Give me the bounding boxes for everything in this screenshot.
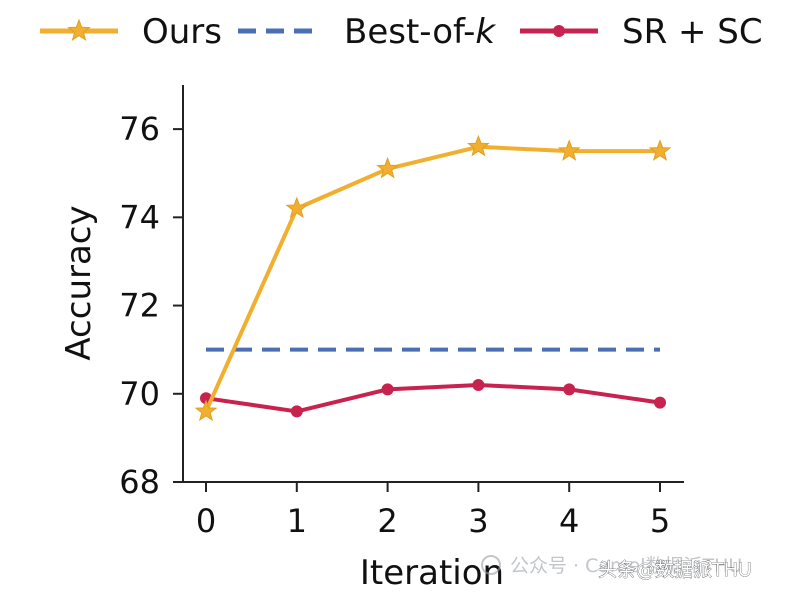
y-tick-label: 76 [119, 110, 160, 148]
data-point-ours [376, 156, 399, 179]
data-point-ours [467, 134, 490, 157]
watermark-text: 公众号 · Camel数据派THU [510, 555, 742, 577]
data-point-ours [648, 139, 672, 161]
x-tick-label: 5 [650, 502, 670, 540]
y-ticks: 68 70 72 74 76 [119, 110, 183, 501]
x-axis-title: Iteration [360, 553, 504, 593]
legend-circle-icon [553, 25, 565, 37]
legend-label-best-of-prefix: Best-of- [344, 12, 475, 52]
x-tick-label: 3 [468, 502, 488, 540]
watermark-overlay: 头条@数据派THU [598, 559, 752, 581]
data-point-ours [285, 196, 309, 219]
y-tick-label: 72 [119, 287, 160, 325]
x-tick-label: 0 [196, 502, 216, 540]
x-tick-label: 1 [287, 502, 307, 540]
wechat-icon [481, 555, 501, 575]
legend-label-best-of-k: Best-of-k [344, 12, 496, 52]
y-tick-label: 70 [119, 375, 160, 413]
data-point-ours [194, 399, 218, 422]
series-line-sr-sc [205, 382, 661, 414]
legend-label-sr-sc: SR + SC [622, 12, 763, 52]
data-point-sr-sc [381, 383, 394, 396]
data-point-ours [557, 139, 581, 161]
legend-item-sr-sc: SR + SC [520, 12, 763, 52]
legend-label-k-variable: k [475, 12, 496, 52]
legend-item-ours: Ours [40, 12, 222, 52]
y-axis-title: Accuracy [59, 205, 99, 360]
x-tick-label: 2 [377, 502, 397, 540]
x-tick-label: 4 [559, 502, 579, 540]
data-point-sr-sc [472, 378, 485, 391]
data-point-sr-sc [654, 396, 666, 409]
series-line-ours [204, 144, 660, 413]
legend-item-best-of-k: Best-of-k [238, 12, 496, 52]
plot-area [194, 134, 672, 422]
y-tick-label: 68 [119, 463, 160, 501]
data-point-sr-sc [563, 383, 576, 396]
axes: 68 70 72 74 76 0 1 2 3 4 5 Iteration Accuracy [59, 85, 684, 593]
x-ticks: 0 1 2 3 4 5 [196, 482, 670, 540]
legend-star-icon [67, 18, 91, 42]
y-tick-label: 74 [119, 198, 160, 236]
data-point-sr-sc [290, 405, 303, 418]
legend-label-ours: Ours [142, 12, 222, 52]
legend: Ours Best-of-k SR + SC [40, 12, 763, 52]
watermark: 公众号 · Camel数据派THU [481, 555, 742, 577]
